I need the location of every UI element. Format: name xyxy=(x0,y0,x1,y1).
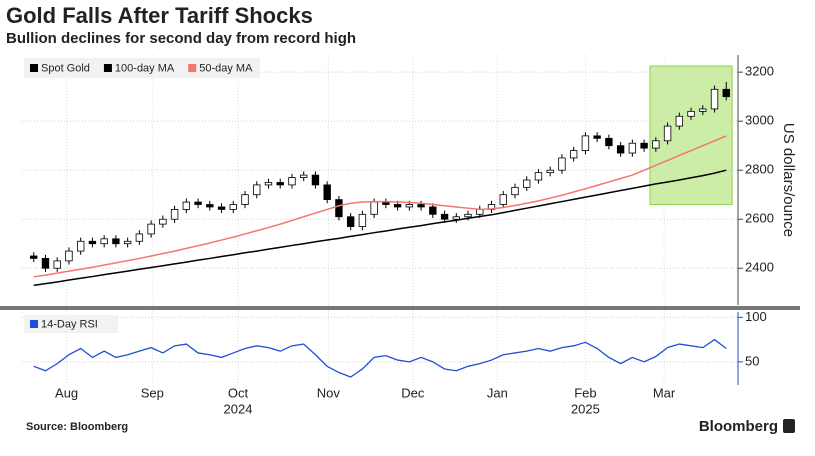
candle-body xyxy=(393,204,402,208)
panel-separator xyxy=(0,306,800,310)
candle-body xyxy=(429,206,437,215)
y-tick-label: 2600 xyxy=(745,211,774,226)
y-tick-label: 3200 xyxy=(745,64,774,79)
candle-body xyxy=(452,216,460,220)
rsi-line xyxy=(33,338,727,378)
ma-line xyxy=(33,169,727,287)
candle-body xyxy=(581,135,590,151)
candle-body xyxy=(652,140,660,149)
x-year-label: 2025 xyxy=(571,401,600,416)
source: Source: Bloomberg xyxy=(26,421,128,433)
x-year-label: 2024 xyxy=(224,401,253,416)
candle-body xyxy=(370,201,378,215)
candle-body xyxy=(687,110,695,117)
brand: Bloomberg xyxy=(699,418,778,435)
ma-line xyxy=(33,135,727,278)
candle-body xyxy=(675,115,683,127)
legend-swatch xyxy=(188,64,197,72)
candle-body xyxy=(710,88,719,110)
candle-body xyxy=(194,201,202,205)
legend-bg xyxy=(24,58,260,78)
x-tick-label: Dec xyxy=(401,385,425,400)
x-tick-label: Mar xyxy=(653,385,676,400)
y-tick-label: 3000 xyxy=(745,113,774,128)
candle-body xyxy=(253,184,261,196)
candle-body xyxy=(323,184,331,201)
legend-swatch xyxy=(103,64,112,72)
candle-body xyxy=(264,182,273,186)
x-tick-label: Aug xyxy=(55,385,78,400)
candle-body xyxy=(300,174,308,178)
candle-body xyxy=(405,204,414,208)
candle-body xyxy=(88,240,97,245)
chart-title: Gold Falls After Tariff Shocks xyxy=(6,3,313,28)
candle-body xyxy=(53,260,61,269)
candle-body xyxy=(382,201,390,205)
x-tick-label: Jan xyxy=(487,385,508,400)
highlight-box xyxy=(649,65,733,206)
candle-body xyxy=(77,240,85,252)
candle-body xyxy=(229,204,237,210)
candle-body xyxy=(546,169,554,174)
candle-body xyxy=(569,150,578,159)
candle-body xyxy=(135,233,144,242)
candle-body xyxy=(663,125,672,142)
candle-body xyxy=(65,250,73,262)
candle-body xyxy=(182,201,191,210)
candle-body xyxy=(170,209,179,220)
candle-body xyxy=(722,88,730,98)
candle-body xyxy=(640,142,648,149)
legend-label: 100-day MA xyxy=(115,62,175,74)
x-tick-label: Nov xyxy=(317,385,341,400)
y-tick-label: 2800 xyxy=(745,162,774,177)
candle-body xyxy=(288,177,296,186)
candle-body xyxy=(511,186,519,196)
candle-body xyxy=(593,135,601,139)
candle-body xyxy=(123,240,132,245)
candle-body xyxy=(616,145,625,154)
y-axis-label: US dollars/ounce xyxy=(780,123,797,237)
candle-body xyxy=(628,142,637,154)
brand-icon xyxy=(783,419,795,433)
candle-body xyxy=(241,194,249,205)
legend-label: 50-day MA xyxy=(199,62,253,74)
candle-body xyxy=(159,218,167,225)
x-tick-label: Oct xyxy=(228,385,249,400)
candle-body xyxy=(217,206,226,210)
candle-body xyxy=(112,238,120,245)
candle-body xyxy=(147,223,155,235)
y-tick-label: 100 xyxy=(745,309,767,324)
legend-bg xyxy=(24,315,118,333)
candle-body xyxy=(100,238,108,245)
candle-body xyxy=(699,108,707,112)
legend-label: Spot Gold xyxy=(41,62,90,74)
candle-body xyxy=(464,213,472,218)
y-tick-label: 2400 xyxy=(745,260,774,275)
y-tick-label: 50 xyxy=(745,353,759,368)
candle-body xyxy=(605,137,613,147)
candle-body xyxy=(558,157,566,171)
candle-body xyxy=(276,182,284,186)
legend-swatch xyxy=(30,320,38,328)
candle-body xyxy=(523,179,531,188)
candle-body xyxy=(440,213,449,220)
candle-body xyxy=(346,216,355,227)
candle-body xyxy=(358,213,367,227)
legend-label: 14-Day RSI xyxy=(41,318,98,330)
candle-body xyxy=(30,255,38,259)
candle-body xyxy=(499,194,507,205)
legend-swatch xyxy=(30,64,38,72)
candle-body xyxy=(335,199,343,218)
candle-body xyxy=(311,174,320,186)
x-tick-label: Sep xyxy=(141,385,164,400)
candle-body xyxy=(534,172,543,181)
candle-body xyxy=(417,204,425,208)
candle-body xyxy=(206,204,214,208)
candle-body xyxy=(41,258,50,269)
x-tick-label: Feb xyxy=(574,385,596,400)
chart-subtitle: Bullion declines for second day from rec… xyxy=(6,30,356,47)
